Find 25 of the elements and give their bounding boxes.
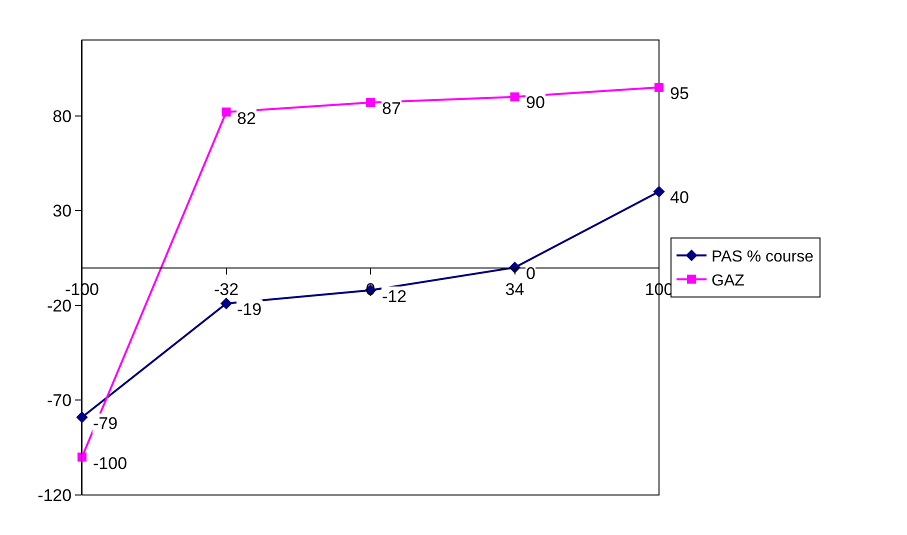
data-label: 95 [670,84,689,103]
x-tick-label: 34 [505,280,524,299]
x-tick-label: -32 [214,280,239,299]
data-label: 90 [526,93,545,112]
data-label: -12 [382,287,407,306]
point [654,82,664,92]
y-tick-label: 80 [52,106,72,126]
data-label: -100 [93,454,128,473]
point [510,92,520,102]
y-tick-label: -70 [47,391,72,410]
point [366,98,375,108]
data-label: 0 [526,264,536,283]
point [220,298,232,310]
data-label: 87 [382,99,401,118]
data-label: -19 [237,300,262,319]
y-tick-label: 30 [52,202,72,221]
legend-label: PAS % course [712,248,814,266]
y-tick-label: -120 [38,486,72,505]
point [653,186,665,198]
data-label: -79 [93,414,118,433]
data-label: 82 [237,109,256,128]
y-tick-label: -20 [47,296,72,316]
data-label: 40 [670,188,689,207]
legend-label: GAZ [712,272,745,290]
point [222,108,231,117]
